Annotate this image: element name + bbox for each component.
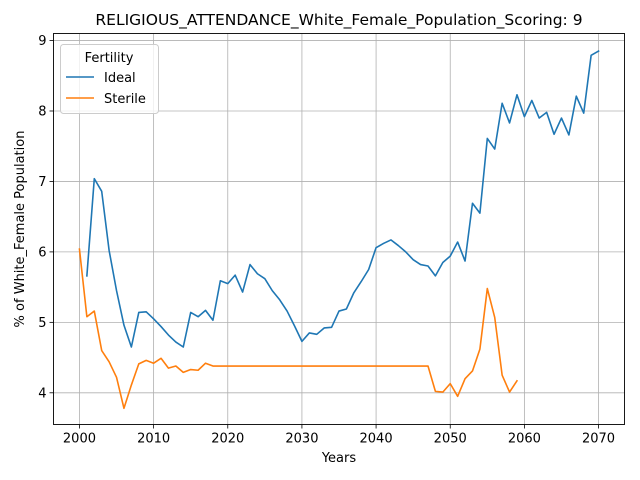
legend: Fertility Ideal Sterile [60, 44, 159, 114]
legend-label-sterile: Sterile [104, 92, 146, 107]
y-tick-label: 8 [38, 104, 46, 119]
y-axis-title: % of White_Female Population [13, 131, 28, 328]
plot-frame [53, 33, 625, 425]
y-tick-label: 9 [38, 34, 46, 49]
x-tick-label: 2060 [508, 432, 541, 447]
x-axis-title: Years [321, 451, 357, 466]
x-tick-label: 2050 [434, 432, 467, 447]
grid-lines [53, 33, 625, 425]
legend-box [60, 44, 159, 114]
x-tick-label: 2040 [360, 432, 393, 447]
x-tick-label: 2020 [211, 432, 244, 447]
y-tick-label: 6 [38, 245, 46, 260]
series-line-ideal [86, 50, 600, 348]
legend-title: Fertility [85, 51, 134, 66]
series-lines [78, 50, 600, 410]
chart-title: RELIGIOUS_ATTENDANCE_White_Female_Popula… [95, 11, 582, 30]
series-line-sterile [78, 248, 519, 410]
x-tick-label: 2070 [582, 432, 615, 447]
y-tick-label: 7 [38, 175, 46, 190]
y-tick-label: 5 [38, 316, 46, 331]
legend-label-ideal: Ideal [104, 71, 136, 86]
x-tick-label: 2000 [63, 432, 96, 447]
x-tick-label: 2030 [285, 432, 318, 447]
x-tick-label: 2010 [137, 432, 170, 447]
y-tick-label: 4 [38, 386, 46, 401]
axis-ticks: 2000 2010 2020 2030 2040 2050 2060 2070 4 5 6 7 8 9 [38, 34, 615, 446]
